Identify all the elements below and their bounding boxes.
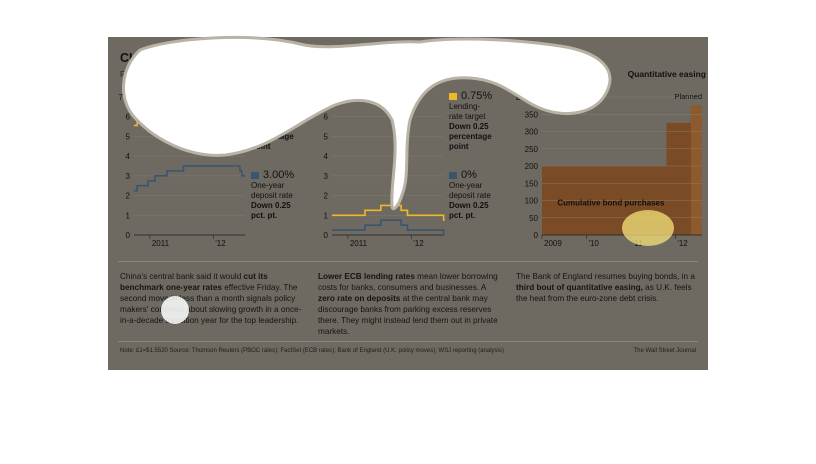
uk-qe-chart: 0 50 100 150 200 250 300 350 £400 billion 2009 '10… [516, 93, 702, 248]
description-emphasis: zero rate on deposits [318, 294, 401, 303]
panel-description: The Bank of England resumes buying bonds… [516, 271, 702, 304]
publisher-credit: The Wall Street Journal [633, 348, 696, 354]
legend-label: deposit rate [449, 191, 491, 200]
description-text: as U.K. feels the heat from the euro-zon… [516, 283, 692, 303]
legend-change: percentage [251, 132, 294, 141]
source-note: Note: £1=$1.5520 Source: Thomson Reuters… [120, 348, 504, 354]
legend-change: point [449, 142, 469, 151]
footer-divider [118, 341, 698, 342]
x-tick-label: '12 [413, 239, 424, 248]
legend-label: One-year [251, 102, 285, 111]
legend-change: Down 0.25 [251, 201, 291, 210]
legend-swatch-lending [449, 93, 457, 101]
legend-change: Down 0.25 [449, 122, 489, 131]
y-tick-label: 6 [324, 113, 329, 122]
x-tick-label: '12 [677, 239, 688, 248]
legend-label: rate target [449, 112, 486, 121]
legend-label: One-year [251, 181, 285, 190]
y-tick-label: 7% [316, 93, 328, 102]
y-tick-label: 4 [126, 152, 131, 161]
x-tick-label: 2011 [152, 239, 170, 248]
description-text: China's central bank said it would [120, 272, 244, 281]
series-line [332, 219, 445, 236]
panel-description: Lower ECB lending rates mean lower borro… [318, 271, 504, 337]
description-emphasis: Lower ECB lending rates [318, 272, 415, 281]
y-tick-label: 2 [324, 192, 329, 201]
y-tick-label: 0 [126, 231, 131, 240]
y-tick-label: 300 [525, 128, 539, 137]
y-tick-label: 0 [324, 231, 329, 240]
y-tick-label: 6 [126, 113, 131, 122]
section-divider [118, 261, 698, 262]
legend-change: Down 0.25 [449, 201, 489, 210]
x-tick-label: '12 [215, 239, 226, 248]
legend-swatch-deposit [251, 172, 259, 180]
y-tick-label: 3 [324, 172, 329, 181]
y-tick-label: 5 [126, 132, 131, 141]
panel-description: China's central bank said it would cut i… [120, 271, 306, 326]
legend-deposit: 3.00% One-year deposit rate Down 0.25 pc… [251, 170, 294, 221]
x-tick-label: 2009 [544, 239, 562, 248]
y-tick-label: 3 [126, 172, 131, 181]
y-tick-label: 250 [525, 145, 539, 154]
legend-swatch-deposit [449, 172, 457, 180]
x-tick-label: '11 [633, 239, 643, 248]
x-tick-label: 2011 [350, 239, 368, 248]
legend-change: percentage [449, 132, 492, 141]
planned-label: Planned [674, 92, 702, 101]
y-tick-label: 5 [324, 132, 329, 141]
y-tick-label: 1 [324, 211, 329, 220]
y-tick-label: 4 [324, 152, 329, 161]
description-text: at the central bank may discourage banks… [318, 294, 498, 336]
panel-china: CHINA People's Bank of China Cuts benchm… [118, 37, 310, 370]
series-line [134, 165, 245, 192]
series-line [332, 204, 445, 222]
description-text: The Bank of England resumes buying bonds… [516, 272, 695, 281]
legend-value: 0.75% [461, 90, 493, 102]
legend-change: pct. pt. [449, 211, 476, 220]
y-tick-label: 2 [126, 192, 131, 201]
y-tick-label: 200 [525, 162, 539, 171]
planned-area [690, 105, 702, 235]
y-tick-label: 350 [525, 110, 539, 119]
legend-value: 6.00% [263, 90, 295, 102]
legend-label: deposit rate [251, 191, 293, 200]
y-tick-label: 7% [118, 93, 130, 102]
series-line [134, 104, 245, 127]
legend-change: Down 0.31 [251, 122, 291, 131]
infographic-card: CHINA People's Bank of China Cuts benchm… [108, 37, 708, 370]
legend-deposit: 0% One-year deposit rate Down 0.25 pct. … [449, 170, 491, 221]
description-emphasis: cut its benchmark one-year rates [120, 272, 268, 292]
panel-headline: Quantitative easing [627, 69, 706, 79]
series-area [542, 105, 702, 235]
y-tick-label: £400 billion [516, 93, 556, 102]
legend-lending: 6.00% One-year lending rate Down 0.31 pe… [251, 91, 294, 152]
series-label: Cumulative bond purchases [557, 199, 665, 208]
description-text: effective Friday. The second move in les… [120, 283, 302, 325]
y-tick-label: 1 [126, 211, 131, 220]
legend-lending: 0.75% Lending- rate target Down 0.25 per… [449, 91, 492, 152]
y-tick-label: 150 [525, 179, 539, 188]
y-tick-label: 50 [529, 214, 538, 223]
panel-euro-zone: EURO ZONE European Central Bank Lowers r… [316, 37, 508, 370]
legend-swatch-lending [251, 93, 259, 101]
legend-label: One-year [449, 181, 483, 190]
panel-uk: U.K. Bank of England Quantitative easing… [516, 37, 706, 370]
y-tick-label: 0 [534, 231, 539, 240]
legend-change: pct. pt. [251, 211, 278, 220]
legend-change: point [251, 142, 271, 151]
x-tick-label: '10 [588, 239, 599, 248]
y-tick-label: 100 [525, 197, 539, 206]
description-emphasis: third bout of quantitative easing, [516, 283, 643, 292]
legend-label: Lending- [449, 102, 481, 111]
legend-value: 0% [461, 169, 477, 181]
legend-value: 3.00% [263, 169, 295, 181]
legend-label: lending rate [251, 112, 293, 121]
description-text: mean lower borrowing costs for banks, co… [318, 272, 498, 292]
